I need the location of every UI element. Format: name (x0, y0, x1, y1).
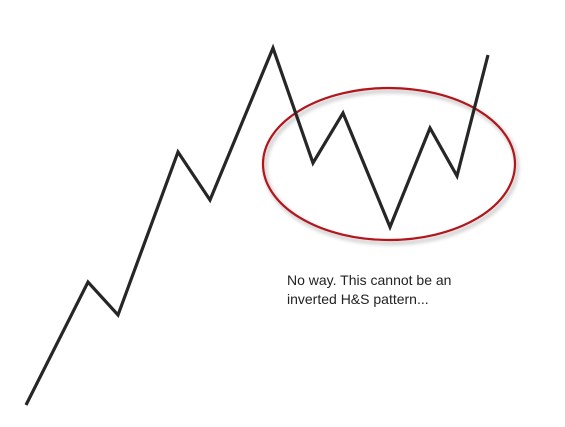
caption-text: No way. This cannot be an inverted H&S p… (287, 272, 452, 307)
price-line (24, 43, 490, 406)
highlight-ellipse (261, 86, 517, 242)
